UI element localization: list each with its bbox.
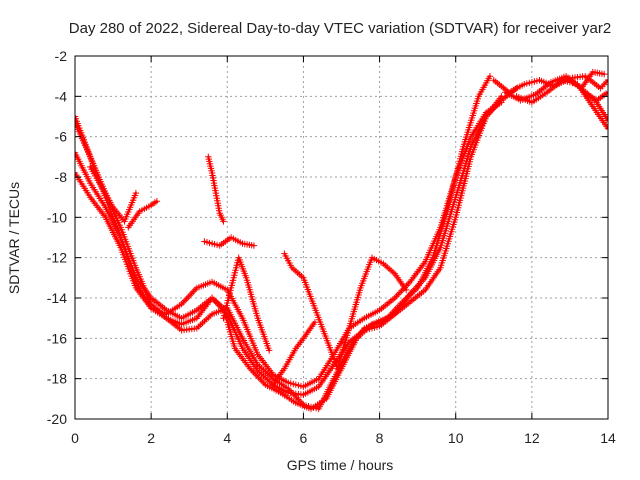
series-late-arc-5 — [582, 89, 608, 104]
series-mid-arc-5 — [269, 319, 319, 388]
y-tick-label: -14 — [47, 290, 67, 306]
axis-ticks — [74, 55, 609, 420]
y-tick-label: -20 — [47, 411, 67, 427]
x-tick-label: 0 — [71, 430, 79, 446]
series-mid-arc-2 — [201, 234, 258, 249]
series-early-arc-1 — [87, 163, 140, 225]
y-axis-label: SDTVAR / TECUs — [6, 182, 22, 294]
chart-title: Day 280 of 2022, Sidereal Day-to-day VTE… — [69, 20, 611, 37]
series-track-d — [75, 99, 505, 390]
series-mid-arc-3 — [220, 254, 273, 354]
plot-frame — [74, 55, 609, 420]
y-tick-label: -18 — [47, 371, 67, 387]
x-tick-label: 2 — [147, 430, 155, 446]
plus-markers — [75, 99, 505, 390]
x-tick-label: 6 — [300, 430, 308, 446]
x-tick-label: 14 — [600, 430, 616, 446]
y-tick-label: -6 — [55, 129, 68, 145]
series-mid-arc-1 — [205, 153, 227, 225]
y-tick-label: -2 — [55, 48, 68, 64]
data-series — [75, 68, 608, 413]
y-tick-label: -12 — [47, 250, 67, 266]
y-tick-label: -4 — [55, 88, 68, 104]
x-tick-label: 8 — [376, 430, 384, 446]
y-tick-labels: -2 -4 -6 -8 -10 -12 -14 -16 -18 -20 — [47, 48, 67, 427]
x-tick-label: 10 — [448, 430, 464, 446]
x-tick-label: 12 — [524, 430, 540, 446]
x-axis-label: GPS time / hours — [287, 457, 394, 473]
series-early-arc-2 — [125, 198, 161, 231]
y-tick-label: -8 — [55, 169, 68, 185]
x-tick-label: 4 — [223, 430, 231, 446]
series-mid-arc-4 — [281, 250, 410, 372]
y-tick-label: -10 — [47, 209, 67, 225]
series-late-arc-4 — [566, 68, 608, 92]
x-tick-labels: 0 2 4 6 8 10 12 14 — [71, 430, 616, 446]
y-tick-label: -16 — [47, 330, 67, 346]
